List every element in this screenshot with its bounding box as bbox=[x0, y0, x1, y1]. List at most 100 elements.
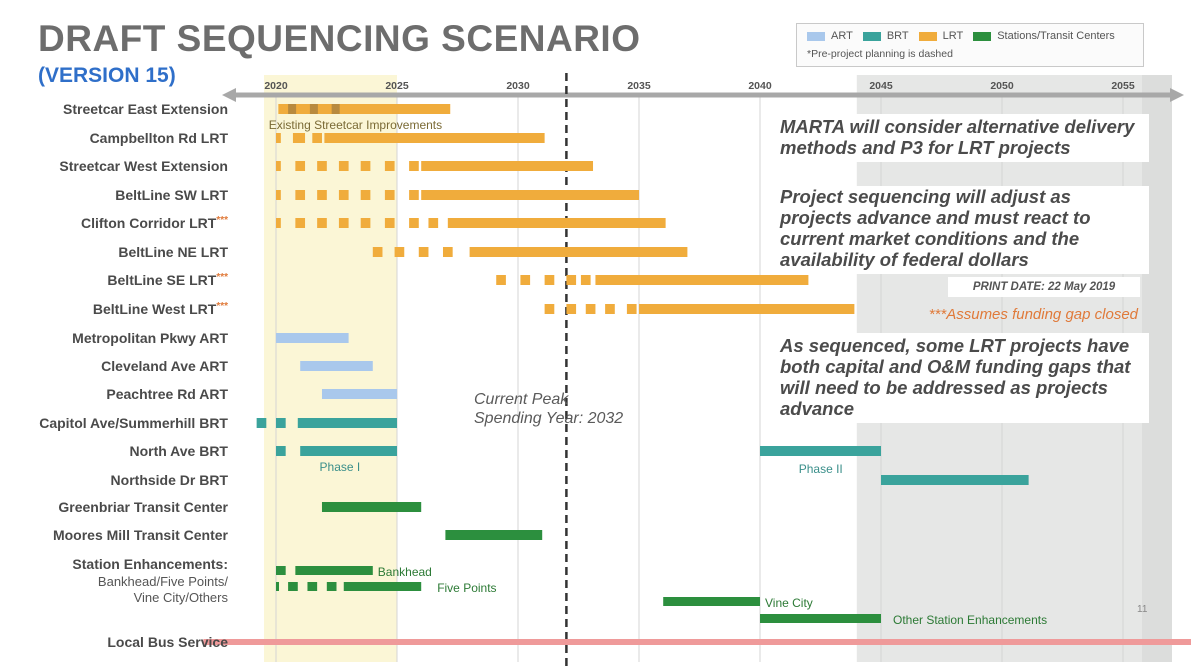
planning-dash-1-2 bbox=[312, 133, 322, 143]
axis-arrow-left bbox=[222, 88, 236, 102]
planning-dash-6-0 bbox=[496, 275, 506, 285]
tick-label-2040: 2040 bbox=[748, 80, 772, 92]
planning-dash-2-2 bbox=[317, 161, 327, 171]
project-bar-3-0 bbox=[421, 190, 639, 200]
page-title: DRAFT SEQUENCING SCENARIO bbox=[38, 18, 641, 59]
legend-item-art: ART bbox=[807, 30, 853, 42]
axis-arrow-right bbox=[1170, 88, 1184, 102]
row-label-text: North Ave BRT bbox=[129, 443, 228, 459]
funding-gap-note: ***Assumes funding gap closed bbox=[928, 306, 1138, 323]
row-sublabel: Bankhead/Five Points/ bbox=[97, 574, 228, 589]
planning-dash-3-1 bbox=[295, 190, 306, 200]
row-label: BeltLine West LRT*** bbox=[93, 301, 228, 317]
funding-gap-marker: *** bbox=[216, 215, 228, 226]
row-label: Metropolitan Pkwy ART bbox=[72, 330, 228, 346]
planning-dash-7-1 bbox=[566, 304, 577, 314]
row-label: Campbellton Rd LRT bbox=[90, 130, 228, 146]
row-label-text: Peachtree Rd ART bbox=[106, 386, 228, 402]
project-bar-9-0 bbox=[300, 361, 373, 371]
project-bar-2-0 bbox=[421, 161, 594, 171]
planning-dash-3-0 bbox=[276, 190, 281, 200]
current-peak-label: Current Peak Spending Year: 2032 bbox=[474, 390, 623, 428]
row-label-text: Local Bus Service bbox=[107, 634, 228, 650]
row-label: Greenbriar Transit Center bbox=[58, 499, 228, 515]
legend-item-stations: Stations/Transit Centers bbox=[973, 30, 1115, 42]
station-dash-0-0 bbox=[276, 566, 286, 575]
planning-dash-4-3 bbox=[338, 218, 349, 228]
row-label-text: Moores Mill Transit Center bbox=[52, 527, 228, 543]
project-bar-15-0 bbox=[445, 530, 543, 540]
station-label-1: Five Points bbox=[437, 581, 496, 595]
legend-swatch bbox=[807, 31, 825, 41]
project-bar-6-0 bbox=[595, 275, 809, 285]
row-label: Cleveland Ave ART bbox=[101, 358, 228, 374]
row-label: Northside Dr BRT bbox=[111, 472, 228, 488]
legend-label: ART bbox=[831, 30, 853, 42]
legend-label: BRT bbox=[886, 30, 909, 42]
project-bar-7-0 bbox=[639, 304, 855, 314]
station-bar-0-0 bbox=[295, 566, 373, 575]
page-subtitle: (VERSION 15) bbox=[38, 64, 176, 87]
row-label-text: Metropolitan Pkwy ART bbox=[72, 330, 228, 346]
funding-gap-marker: *** bbox=[216, 301, 228, 312]
print-date: PRINT DATE: 22 May 2019 bbox=[948, 277, 1140, 297]
legend-note: *Pre-project planning is dashed bbox=[807, 48, 953, 60]
current-peak-line2: Spending Year: 2032 bbox=[474, 410, 624, 427]
station-dash-1-1 bbox=[288, 582, 298, 591]
legend-swatch bbox=[918, 31, 937, 41]
row-label: BeltLine SW LRT bbox=[115, 187, 228, 203]
planning-dash-7-4 bbox=[626, 304, 637, 314]
funding-gap-marker: *** bbox=[216, 272, 228, 283]
current-peak-line1: Current Peak bbox=[474, 391, 569, 408]
legend-swatch bbox=[973, 31, 992, 41]
project-bar-10-0 bbox=[321, 389, 397, 399]
note-delivery-methods: MARTA will consider alternative delivery… bbox=[776, 114, 1149, 162]
annotation-2: Phase II bbox=[799, 462, 843, 476]
row-label: Streetcar West Extension bbox=[59, 158, 228, 174]
planning-dash-2-6 bbox=[409, 161, 419, 171]
row-label-text: BeltLine SW LRT bbox=[115, 187, 228, 203]
row-label: Moores Mill Transit Center bbox=[53, 527, 228, 543]
planning-dash-1-1 bbox=[292, 133, 306, 143]
project-bar-12-0 bbox=[300, 446, 397, 456]
row-label: BeltLine SE LRT*** bbox=[107, 272, 228, 288]
annotation-0: Existing Streetcar Improvements bbox=[269, 118, 442, 132]
row-sublabel: Vine City/Others bbox=[133, 590, 228, 605]
legend-item-lrt: LRT bbox=[918, 30, 964, 42]
station-dash-1-3 bbox=[326, 582, 337, 591]
planning-dash-3-5 bbox=[384, 190, 395, 200]
legend-label: LRT bbox=[942, 30, 964, 42]
project-bar-17-0 bbox=[203, 639, 1191, 645]
note-project-sequencing: Project sequencing will adjust as projec… bbox=[776, 186, 1149, 274]
planning-dash-2-1 bbox=[295, 161, 306, 171]
planning-dash-6-4 bbox=[580, 275, 591, 285]
planning-dash-5-0 bbox=[372, 247, 383, 257]
planning-dash-4-4 bbox=[360, 218, 371, 228]
row-label-text: BeltLine SE LRT bbox=[107, 272, 217, 288]
row-label: BeltLine NE LRT bbox=[118, 244, 228, 260]
row-label-text: Cleveland Ave ART bbox=[101, 358, 228, 374]
legend: ART BRT LRT Stations/Transit Centers *Pre-p… bbox=[796, 23, 1144, 67]
project-bar-11-0 bbox=[297, 418, 397, 428]
planning-dash-2-3 bbox=[338, 161, 349, 171]
planning-dash-5-2 bbox=[418, 247, 429, 257]
project-bar-13-0 bbox=[881, 475, 1029, 485]
project-bar-5-0 bbox=[469, 247, 688, 257]
tick-label-2020: 2020 bbox=[264, 80, 288, 92]
project-bar-0-0 bbox=[278, 104, 451, 114]
station-label-2: Vine City bbox=[765, 596, 813, 610]
station-label-3: Other Station Enhancements bbox=[893, 613, 1047, 627]
planning-dash-3-2 bbox=[317, 190, 327, 200]
planning-dash-4-0 bbox=[276, 218, 281, 228]
existing-improvement-mark-0 bbox=[288, 104, 297, 114]
planning-dash-12-0 bbox=[276, 446, 286, 456]
legend-swatch bbox=[862, 31, 881, 41]
existing-improvement-mark-2 bbox=[331, 104, 340, 114]
project-bar-4-0 bbox=[447, 218, 666, 228]
row-label-text: Streetcar East Extension bbox=[63, 101, 228, 117]
planning-dash-11-0 bbox=[256, 418, 267, 428]
row-label: Clifton Corridor LRT*** bbox=[81, 215, 228, 231]
row-label-text: BeltLine West LRT bbox=[92, 301, 217, 317]
station-dash-1-0 bbox=[276, 582, 279, 591]
